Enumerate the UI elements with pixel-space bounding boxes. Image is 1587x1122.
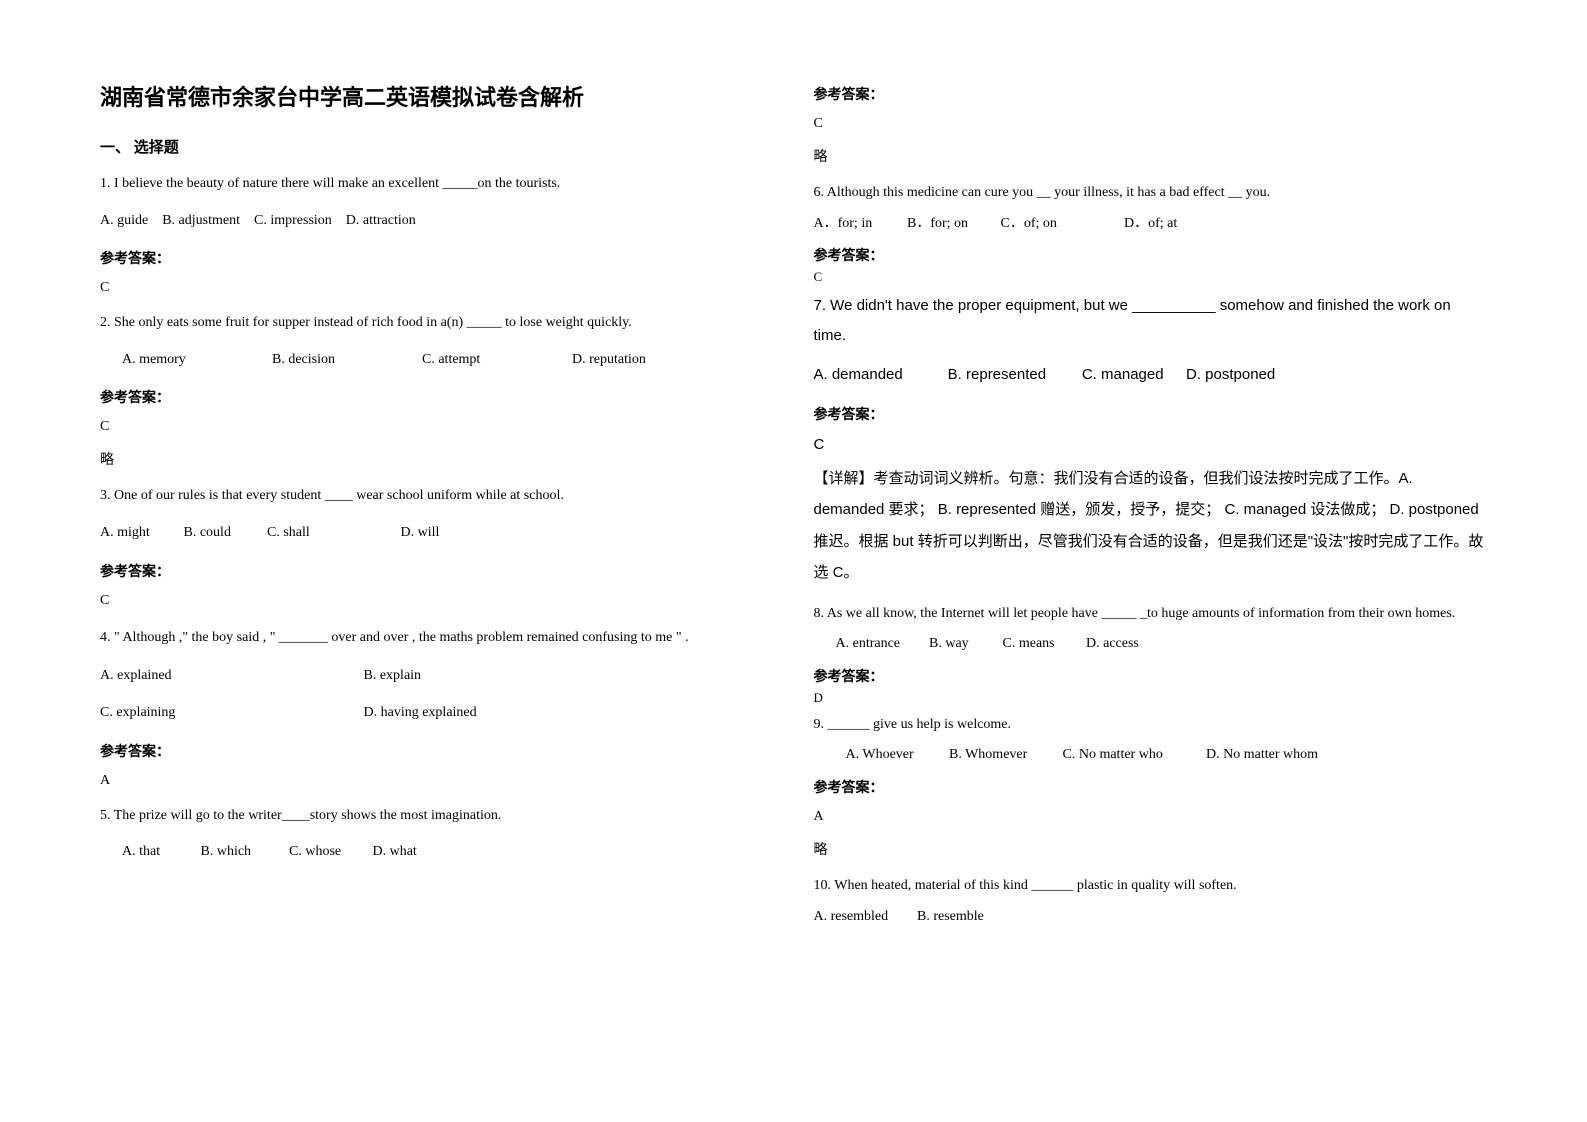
q2-skip: 略 [100,449,774,469]
q1-opt-c: C. impression [254,208,332,235]
q2-stem: 2. She only eats some fruit for supper i… [100,310,774,337]
q5-skip: 略 [814,146,1488,166]
q2-opt-c: C. attempt [422,347,572,374]
q6-stem: 6. Although this medicine can cure you _… [814,180,1488,207]
q4-opt-c: C. explaining [100,700,360,727]
q7-options: A. demanded B. represented C. managed D.… [814,361,1488,390]
q2-opt-a: A. memory [122,347,272,374]
q9-options: A. Whoever B. Whomever C. No matter who … [814,742,1488,769]
q5-options: A. that B. which C. whose D. what [100,839,774,866]
q6-opt-a: A．for; in [814,211,904,238]
q4-answer: A [100,773,774,789]
q5-stem: 5. The prize will go to the writer____st… [100,803,774,830]
q5-answer-label: 参考答案： [814,84,1488,104]
q8-stem: 8. As we all know, the Internet will let… [814,601,1488,628]
exam-page: 湖南省常德市余家台中学高二英语模拟试卷含解析 一、 选择题 1. I belie… [0,0,1587,980]
q5-opt-c: C. whose [289,839,369,866]
q7-answer: C [814,436,1488,453]
q3-stem: 3. One of our rules is that every studen… [100,483,774,510]
q8-answer: D [814,690,1488,706]
left-column: 湖南省常德市余家台中学高二英语模拟试卷含解析 一、 选择题 1. I belie… [100,80,774,940]
q6-answer: C [814,269,1488,285]
q3-opt-b: B. could [184,520,264,547]
q5-opt-b: B. which [201,839,286,866]
exam-title: 湖南省常德市余家台中学高二英语模拟试卷含解析 [100,80,774,112]
q8-options: A. entrance B. way C. means D. access [814,631,1488,658]
q7-explanation: 【详解】考查动词词义辨析。句意：我们没有合适的设备，但我们设法按时完成了工作。A… [814,463,1488,589]
q6-opt-b: B．for; on [907,211,997,238]
q4-options-row2: C. explaining D. having explained [100,700,774,727]
q4-opt-a: A. explained [100,663,360,690]
q7-answer-label: 参考答案： [814,404,1488,424]
q1-opt-a: A. guide [100,208,148,235]
right-column: 参考答案： C 略 6. Although this medicine can … [814,80,1488,940]
q7-opt-a: A. demanded [814,361,944,390]
q4-stem: 4. " Although ," the boy said , " ______… [100,623,774,654]
q1-options: A. guide B. adjustment C. impression D. … [100,208,774,235]
q6-opt-c: C．of; on [1001,211,1121,238]
q10-opt-b: B. resemble [917,904,984,931]
q4-options-row1: A. explained B. explain [100,663,774,690]
q2-opt-b: B. decision [272,347,422,374]
q4-answer-label: 参考答案： [100,741,774,761]
q1-stem: 1. I believe the beauty of nature there … [100,171,774,198]
section-heading: 一、 选择题 [100,136,774,157]
q8-opt-b: B. way [929,631,999,658]
q1-answer-label: 参考答案： [100,248,774,268]
q8-opt-a: A. entrance [836,631,926,658]
q1-opt-b: B. adjustment [162,208,240,235]
q9-answer: A [814,809,1488,825]
q3-options: A. might B. could C. shall D. will [100,520,774,547]
q5-answer: C [814,116,1488,132]
q7-opt-d: D. postponed [1186,361,1275,390]
q9-opt-d: D. No matter whom [1206,742,1318,769]
q8-opt-c: C. means [1003,631,1083,658]
q3-answer: C [100,593,774,609]
q2-answer-label: 参考答案： [100,387,774,407]
q5-opt-a: A. that [122,839,197,866]
q1-opt-d: D. attraction [346,208,416,235]
q5-opt-d: D. what [373,839,417,866]
q4-opt-d: D. having explained [364,700,477,727]
q6-opt-d: D．of; at [1124,211,1177,238]
q10-stem: 10. When heated, material of this kind _… [814,873,1488,900]
q9-stem: 9. ______ give us help is welcome. [814,712,1488,739]
q4-opt-b: B. explain [364,663,422,690]
q7-opt-c: C. managed [1082,361,1182,390]
q9-opt-b: B. Whomever [949,742,1059,769]
q6-answer-label: 参考答案： [814,245,1488,265]
q9-answer-label: 参考答案： [814,777,1488,797]
q10-options: A. resembled B. resemble [814,904,1488,931]
q10-opt-a: A. resembled [814,904,914,931]
q2-answer: C [100,419,774,435]
q7-stem: 7. We didn't have the proper equipment, … [814,291,1488,351]
q6-options: A．for; in B．for; on C．of; on D．of; at [814,211,1488,238]
q3-opt-d: D. will [401,520,440,547]
q9-opt-a: A. Whoever [846,742,946,769]
q9-skip: 略 [814,839,1488,859]
q9-opt-c: C. No matter who [1063,742,1203,769]
q8-opt-d: D. access [1086,631,1139,658]
q3-answer-label: 参考答案： [100,561,774,581]
q1-answer: C [100,280,774,296]
q7-opt-b: B. represented [948,361,1078,390]
q8-answer-label: 参考答案： [814,666,1488,686]
q2-opt-d: D. reputation [572,347,722,374]
q2-options: A. memory B. decision C. attempt D. repu… [100,347,774,374]
q3-opt-a: A. might [100,520,180,547]
q3-opt-c: C. shall [267,520,397,547]
